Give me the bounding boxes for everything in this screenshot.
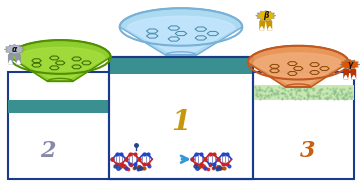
Polygon shape <box>4 44 25 55</box>
Text: 3: 3 <box>299 140 315 162</box>
Polygon shape <box>9 55 14 64</box>
Polygon shape <box>10 40 111 81</box>
Polygon shape <box>268 27 272 30</box>
Text: α: α <box>12 45 17 54</box>
Polygon shape <box>127 16 235 53</box>
Bar <box>8 72 354 179</box>
Polygon shape <box>15 55 20 64</box>
Bar <box>109 57 253 74</box>
Polygon shape <box>344 75 348 79</box>
Polygon shape <box>9 60 12 64</box>
Polygon shape <box>352 75 355 79</box>
Bar <box>109 57 253 179</box>
Polygon shape <box>260 27 264 30</box>
Polygon shape <box>344 70 349 79</box>
Polygon shape <box>17 60 20 64</box>
Polygon shape <box>266 21 272 30</box>
Text: 1: 1 <box>171 109 191 136</box>
Polygon shape <box>256 10 276 21</box>
Polygon shape <box>16 47 105 79</box>
Text: γ: γ <box>347 60 352 69</box>
Polygon shape <box>260 21 265 30</box>
Polygon shape <box>120 8 242 55</box>
Polygon shape <box>340 59 360 70</box>
Bar <box>8 100 109 113</box>
Bar <box>253 85 354 100</box>
Bar <box>109 57 253 179</box>
Polygon shape <box>254 53 342 85</box>
Text: β: β <box>263 11 269 20</box>
Text: 2: 2 <box>40 140 55 162</box>
Polygon shape <box>350 70 355 79</box>
Polygon shape <box>248 46 349 87</box>
